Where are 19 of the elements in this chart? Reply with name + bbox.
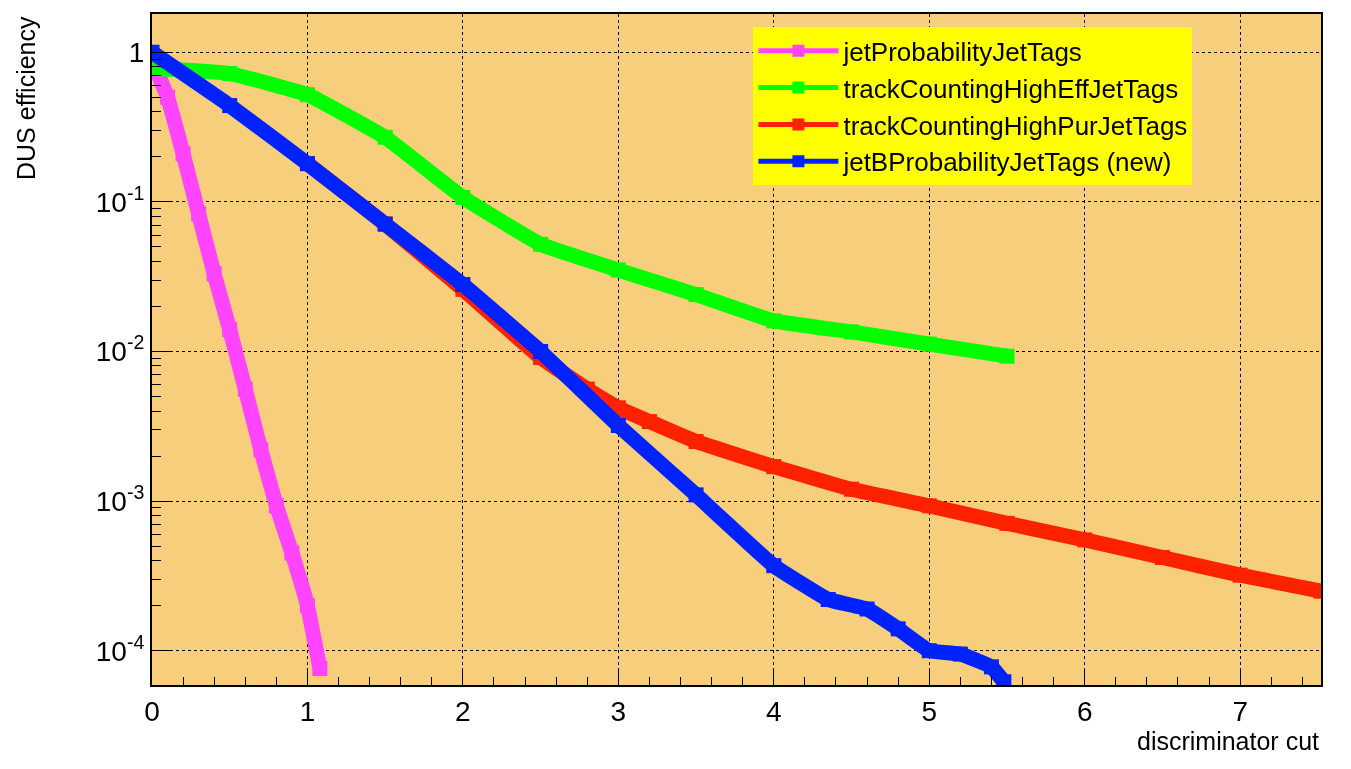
x-tick-label: 5 (921, 695, 938, 727)
legend-label: trackCountingHighPurJetTags (843, 110, 1188, 141)
x-tick-label: 1 (299, 695, 316, 727)
x-tick-label: 0 (144, 695, 160, 727)
x-tick-label: 4 (766, 695, 782, 727)
x-tick-label: 2 (455, 695, 471, 727)
y-axis-title: DUS efficiency (12, 16, 40, 180)
x-tick-label: 3 (610, 695, 627, 727)
legend-label: jetBProbabilityJetTags (new) (842, 147, 1172, 178)
x-tick-label: 7 (1232, 695, 1248, 727)
y-tick-label: 10$^{-3}$ (95, 481, 145, 517)
x-axis-title: discriminator cut (1137, 727, 1320, 755)
y-tick-label: 10$^{-2}$ (95, 331, 145, 368)
y-tick-label: 1 (128, 37, 145, 68)
y-tick-label: 10$^{-1}$ (95, 181, 145, 218)
y-tick-label: 10$^{-4}$ (95, 630, 145, 667)
x-tick-label: 6 (1076, 695, 1093, 727)
legend-label: jetProbabilityJetTags (842, 36, 1082, 67)
legend-label: trackCountingHighEffJetTags (843, 73, 1179, 104)
